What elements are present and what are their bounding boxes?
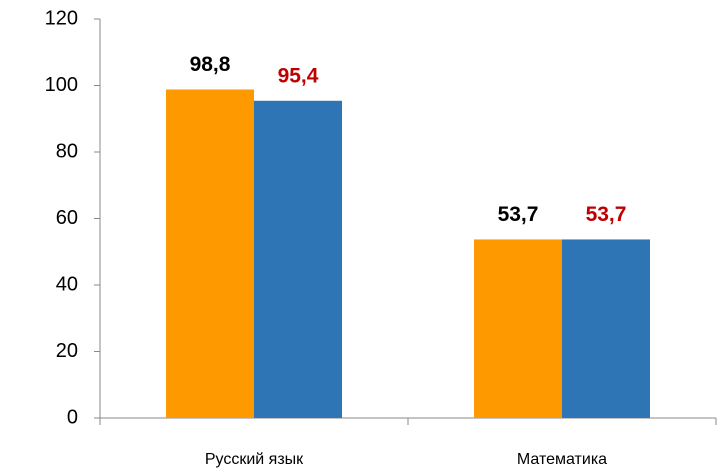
y-tick-label: 120 <box>45 7 78 29</box>
y-tick-label: 0 <box>67 406 78 428</box>
y-tick-label: 40 <box>56 273 78 295</box>
value-label: 53,7 <box>586 203 627 226</box>
bar <box>474 239 562 418</box>
value-label: 95,4 <box>278 64 319 87</box>
y-tick-label: 80 <box>56 140 78 162</box>
value-label: 98,8 <box>190 53 231 76</box>
y-tick-label: 20 <box>56 340 78 362</box>
x-tick-label: Математика <box>517 451 607 468</box>
bar <box>562 239 650 418</box>
y-tick-label: 60 <box>56 207 78 229</box>
bar <box>166 89 254 419</box>
x-tick-label: Русский язык <box>205 451 304 468</box>
bar <box>254 100 342 419</box>
value-label: 53,7 <box>498 203 539 226</box>
y-tick-label: 100 <box>45 74 78 96</box>
